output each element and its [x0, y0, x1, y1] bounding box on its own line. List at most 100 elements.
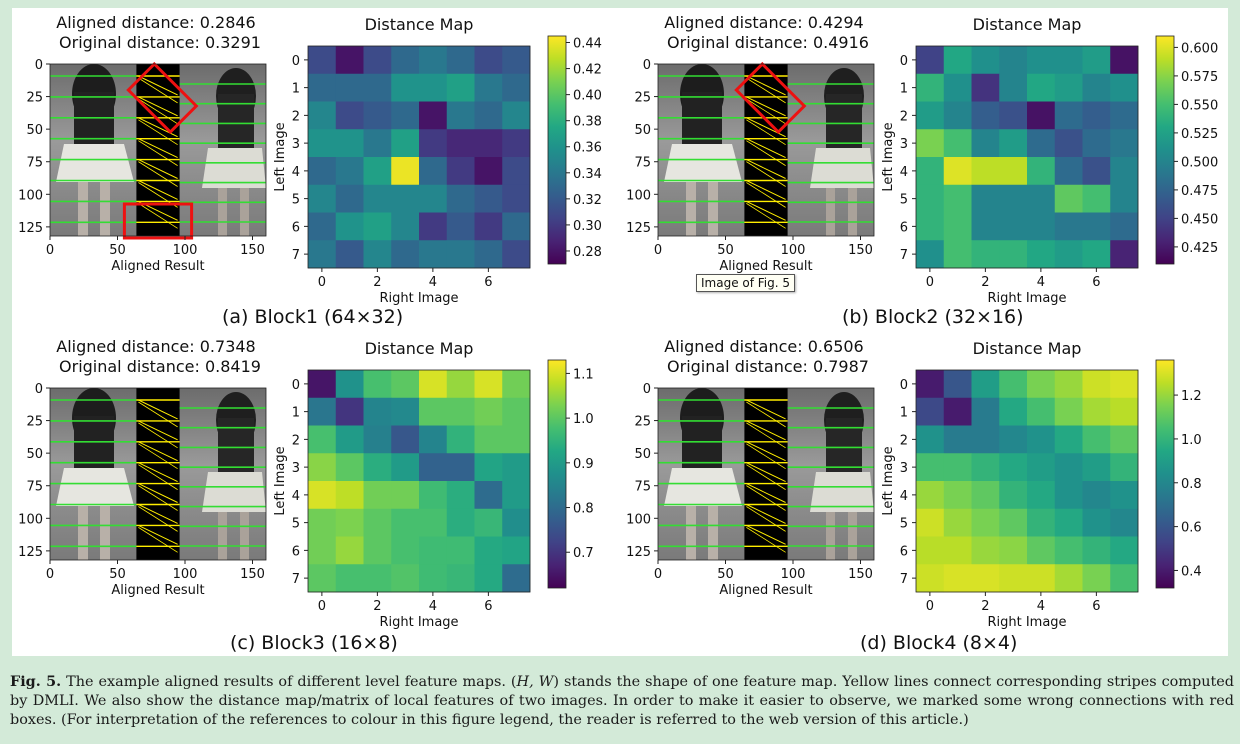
heatmap-cell — [1110, 46, 1139, 75]
heatmap-cell — [1027, 101, 1056, 130]
heatmap-cell — [1027, 481, 1056, 510]
aligned-distance-label: Aligned distance: 0.7348 — [56, 337, 255, 356]
heatmap-cell — [335, 184, 364, 213]
heatmap-cell — [1110, 370, 1139, 399]
map-ytick-label: 0 — [292, 54, 300, 69]
distance-map-title: Distance Map — [973, 339, 1082, 358]
heatmap-cell — [502, 508, 531, 537]
aligned-result-image — [50, 388, 266, 560]
caption-text-1: The example aligned results of different… — [61, 674, 517, 690]
heatmap-cell — [446, 184, 475, 213]
heatmap-cell — [1054, 425, 1083, 454]
heatmap-cell — [419, 425, 448, 454]
map-xtick-label: 0 — [318, 599, 326, 614]
heatmap-cell — [916, 564, 945, 593]
colorbar-tick-label: 0.450 — [1181, 212, 1218, 227]
heatmap-cell — [308, 212, 337, 241]
ytick-label: 125 — [18, 221, 43, 236]
ytick-label: 25 — [26, 91, 43, 106]
heatmap-cell — [363, 508, 392, 537]
heatmap-cell — [391, 536, 420, 565]
xtick-label: 150 — [848, 567, 873, 582]
heatmap-cell — [335, 240, 364, 269]
map-ytick-label: 5 — [292, 193, 300, 208]
heatmap-cell — [419, 101, 448, 130]
distance-map: 0 1 2 3 4 5 6 7 0 2 4 6 Right Image Left Image — [881, 45, 1139, 306]
map-ytick-label: 3 — [900, 461, 908, 476]
heatmap-cell — [502, 564, 531, 593]
colorbar-tick-label: 0.28 — [573, 245, 602, 260]
heatmap-cell — [916, 129, 945, 158]
heatmap-cell — [335, 46, 364, 75]
heatmap-cell — [474, 481, 503, 510]
heatmap-cell — [474, 240, 503, 269]
heatmap-cell — [971, 453, 1000, 482]
heatmap-cell — [363, 240, 392, 269]
heatmap-cell — [1110, 481, 1139, 510]
heatmap-cell — [419, 481, 448, 510]
map-ytick-label: 5 — [292, 517, 300, 532]
heatmap-cell — [474, 101, 503, 130]
heatmap-cell — [999, 101, 1028, 130]
heatmap-cell — [335, 425, 364, 454]
panel-d: Aligned distance: 0.6506 Original distanc… — [620, 332, 1228, 656]
heatmap-cell — [363, 157, 392, 186]
heatmap-cell — [1054, 370, 1083, 399]
heatmap-cell — [971, 508, 1000, 537]
colorbar-tick-label: 0.425 — [1181, 241, 1218, 256]
heatmap-cell — [391, 453, 420, 482]
map-ytick-label: 2 — [292, 109, 300, 124]
map-ytick-label: 1 — [900, 82, 908, 97]
distance-map: 0 1 2 3 4 5 6 7 0 2 4 6 Right Image Left Image — [273, 45, 531, 306]
map-ylabel: Left Image — [273, 122, 288, 191]
xtick-label: 50 — [109, 567, 126, 582]
colorbar: 0.44 0.42 0.40 0.38 0.36 0.34 0.32 0.30 0.28 — [547, 35, 602, 265]
ytick-label: 25 — [634, 415, 651, 430]
map-xlabel: Right Image — [379, 615, 458, 630]
map-xtick-label: 0 — [926, 275, 934, 290]
xtick-label: 150 — [848, 243, 873, 258]
map-xtick-label: 0 — [318, 275, 326, 290]
map-ytick-label: 7 — [292, 572, 300, 587]
colorbar-tick-label: 0.7 — [573, 546, 594, 561]
heatmap-cell — [999, 564, 1028, 593]
heatmap-cell — [419, 397, 448, 426]
heatmap-cell — [999, 73, 1028, 102]
heatmap-cell — [474, 212, 503, 241]
heatmap-cell — [1082, 73, 1111, 102]
original-distance-label: Original distance: 0.7987 — [667, 357, 869, 376]
subcaption-d: (d) Block4 (8×4) — [860, 632, 1018, 654]
colorbar-tick-label: 0.8 — [573, 502, 594, 517]
heatmap-cell — [943, 212, 972, 241]
colorbar: 1.2 1.0 0.8 0.6 0.4 — [1155, 359, 1202, 589]
heatmap-cell — [916, 157, 945, 186]
heatmap-cell — [419, 536, 448, 565]
heatmap-cell — [419, 212, 448, 241]
map-ytick-label: 7 — [900, 248, 908, 263]
heatmap-cell — [502, 157, 531, 186]
aligned-distance-label: Aligned distance: 0.4294 — [664, 13, 863, 32]
heatmap-cell — [1110, 564, 1139, 593]
heatmap-cell — [943, 73, 972, 102]
heatmap-cell — [1027, 536, 1056, 565]
heatmap-cell — [1027, 46, 1056, 75]
heatmap-cell — [1027, 425, 1056, 454]
heatmap-cell — [363, 564, 392, 593]
heatmap-cell — [1110, 425, 1139, 454]
heatmap-cell — [474, 157, 503, 186]
colorbar-tick-label: 0.40 — [573, 89, 602, 104]
heatmap-cell — [916, 212, 945, 241]
xtick-label: 100 — [173, 243, 198, 258]
map-ytick-label: 2 — [900, 109, 908, 124]
heatmap-cell — [502, 129, 531, 158]
heatmap-cell — [335, 397, 364, 426]
colorbar-tick-label: 0.32 — [573, 193, 602, 208]
heatmap-cell — [391, 184, 420, 213]
original-distance-label: Original distance: 0.4916 — [667, 33, 869, 52]
original-distance-label: Original distance: 0.3291 — [59, 33, 261, 52]
heatmap-cell — [308, 184, 337, 213]
aligned-result-xlabel: Aligned Result — [111, 583, 204, 598]
heatmap-cell — [1054, 129, 1083, 158]
